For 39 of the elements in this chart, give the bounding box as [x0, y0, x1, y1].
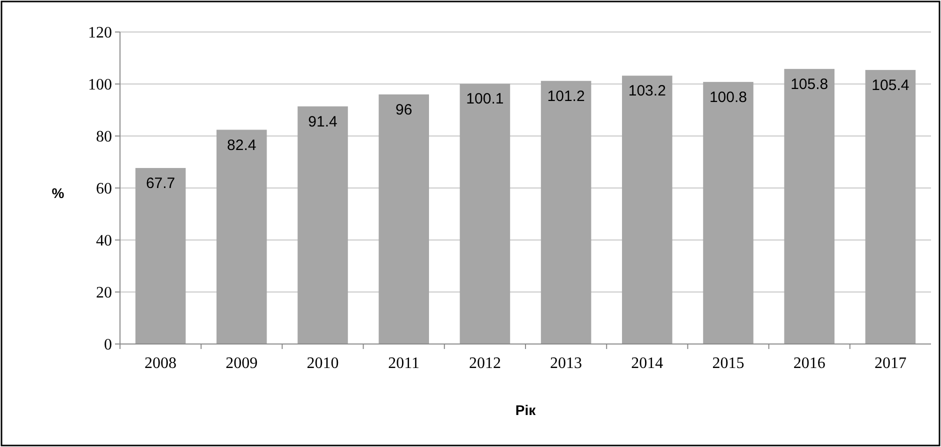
bar — [622, 76, 672, 344]
x-tick-label: 2015 — [712, 355, 744, 372]
y-axis-title: % — [52, 185, 65, 201]
bar — [216, 130, 267, 344]
data-label: 67.7 — [146, 174, 176, 192]
x-tick-label: 2010 — [306, 355, 339, 372]
data-label: 82.4 — [227, 136, 256, 154]
data-label: 101.2 — [547, 88, 585, 105]
bar — [460, 84, 510, 344]
x-tick-label: 2011 — [388, 355, 420, 372]
x-tick-label: 2016 — [793, 355, 826, 372]
y-tick-label: 0 — [104, 336, 112, 354]
bar — [784, 68, 834, 344]
y-tick-label: 100 — [88, 76, 112, 94]
data-label: 103.2 — [628, 82, 666, 100]
data-label: 105.8 — [790, 76, 828, 93]
y-tick-label: 60 — [96, 180, 112, 198]
data-label: 100.8 — [709, 88, 748, 106]
x-tick-label: 2017 — [874, 355, 906, 372]
y-tick-label: 80 — [96, 128, 112, 146]
bar — [135, 168, 186, 344]
y-tick-label: 40 — [96, 232, 112, 250]
x-tick-label: 2008 — [144, 355, 177, 372]
bar — [298, 106, 348, 344]
data-label: 105.4 — [872, 76, 910, 94]
x-tick-label: 2009 — [226, 355, 258, 372]
data-label: 91.4 — [308, 113, 338, 130]
x-tick-label: 2012 — [468, 355, 501, 372]
bar — [540, 80, 592, 344]
bar — [703, 82, 754, 344]
x-tick-label: 2014 — [631, 355, 664, 372]
x-axis-title: Рік — [515, 402, 537, 418]
x-tick-label: 2013 — [550, 355, 582, 372]
bar — [378, 94, 429, 344]
y-tick-label: 120 — [88, 24, 112, 42]
bar — [865, 70, 916, 344]
y-tick-label: 20 — [96, 284, 112, 302]
data-label: 100.1 — [466, 90, 504, 108]
data-label: 96 — [396, 101, 412, 118]
